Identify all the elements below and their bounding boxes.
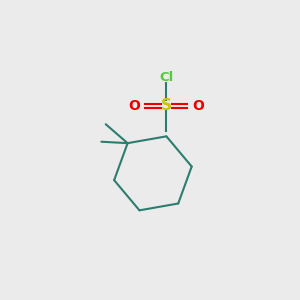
Text: O: O bbox=[193, 99, 204, 113]
Text: Cl: Cl bbox=[159, 71, 173, 85]
Text: S: S bbox=[161, 98, 172, 113]
Text: O: O bbox=[128, 99, 140, 113]
